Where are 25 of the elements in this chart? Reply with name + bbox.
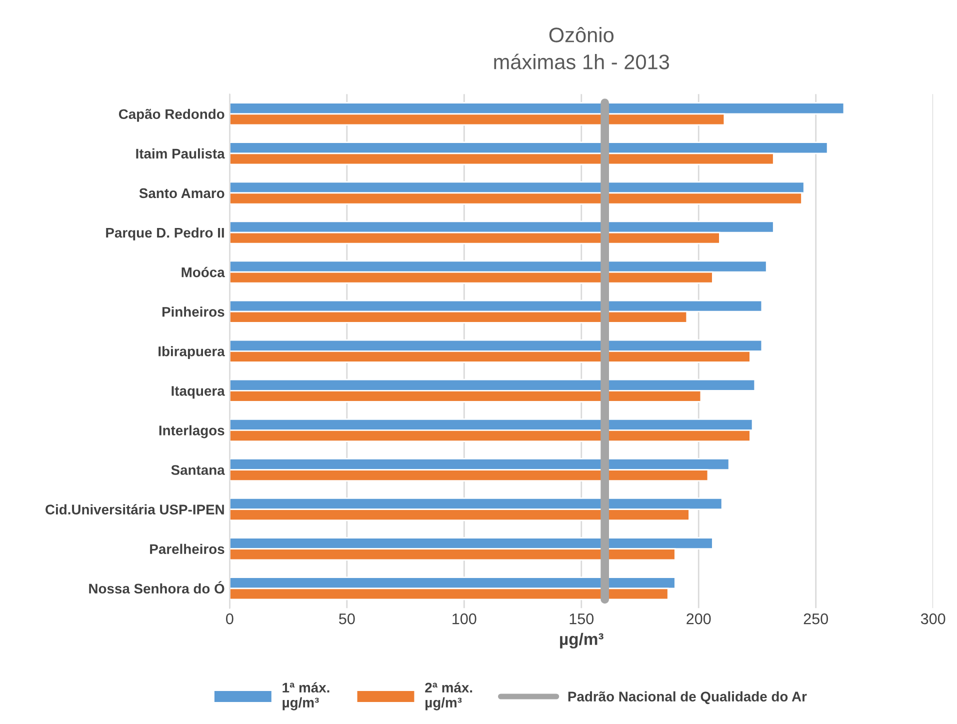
y-tick-label: Interlagos — [159, 425, 224, 438]
x-tick-label: 200 — [686, 613, 711, 624]
y-tick-label: Capão Redondo — [118, 108, 224, 122]
x-axis-title: µg/m³ — [560, 632, 604, 648]
y-tick-label: Parque D. Pedro II — [106, 227, 224, 240]
y-tick-label: Pinheiros — [162, 306, 224, 317]
x-tick-label: 0 — [226, 613, 234, 624]
y-tick-label: Cid.Universitária USP-IPEN — [46, 504, 224, 514]
x-tick-label: 50 — [339, 613, 355, 624]
x-tick-label: 300 — [920, 613, 946, 624]
y-tick-label: Itaquera — [172, 386, 225, 399]
legend-label: Padrão Nacional de Qualidade do Ar — [568, 691, 807, 704]
x-tick-label: 250 — [804, 613, 828, 624]
legend-label: 2ª máx. µg/m³ — [425, 682, 472, 710]
y-tick-label: Moóca — [182, 266, 225, 278]
y-tick-label: Santana — [171, 465, 225, 475]
chart-title: Ozônio máximas 1h - 2013 — [494, 26, 670, 70]
y-tick-label: Santo Amaro — [139, 188, 224, 198]
y-tick-label: Parelheiros — [150, 544, 224, 554]
legend-label: 1ª máx. µg/m³ — [282, 682, 330, 710]
x-tick-label: 100 — [452, 613, 476, 624]
y-tick-label: Itaim Paulista — [136, 148, 225, 159]
y-tick-label: Nossa Senhora do Ó — [89, 581, 224, 594]
y-tick-label: Ibirapuera — [158, 346, 225, 360]
x-tick-label: 150 — [570, 613, 594, 624]
